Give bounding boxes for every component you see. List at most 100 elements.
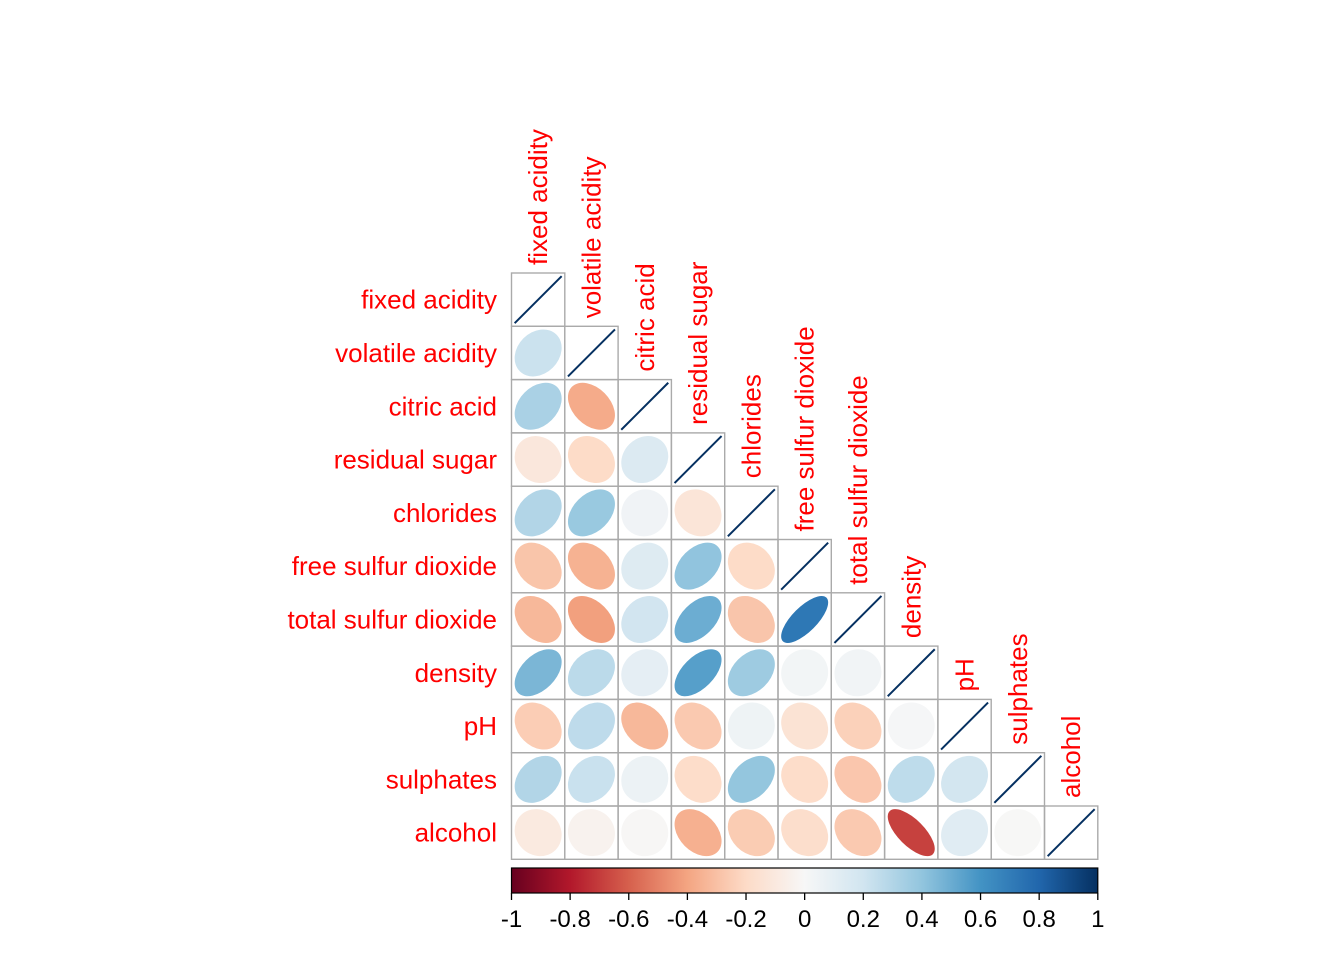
correlation-ellipse <box>567 542 615 590</box>
colorbar-tick-label: 0.2 <box>847 906 880 933</box>
correlation-ellipse <box>781 809 829 857</box>
column-label: density <box>896 556 926 638</box>
correlation-ellipse <box>781 755 829 803</box>
colorbar-tick-label: -1 <box>501 906 522 933</box>
correlation-ellipse <box>727 595 775 643</box>
correlation-ellipse <box>514 382 562 430</box>
column-label: total sulfur dioxide <box>843 375 873 585</box>
column-label: citric acid <box>630 263 660 371</box>
correlation-ellipse <box>621 649 669 697</box>
column-label: pH <box>950 658 980 691</box>
colorbar-tick-label: 0.8 <box>1022 906 1055 933</box>
diagonal-line <box>887 648 936 697</box>
correlation-ellipse <box>567 809 615 857</box>
correlation-ellipse <box>727 755 775 803</box>
correlation-ellipse <box>621 542 669 590</box>
correlation-ellipse <box>887 702 935 750</box>
correlation-ellipse <box>514 702 562 750</box>
correlation-ellipse <box>514 542 562 590</box>
matrix-cell <box>1043 805 1099 860</box>
correlation-ellipse <box>621 809 669 857</box>
correlation-ellipse <box>727 809 775 857</box>
column-label: alcohol <box>1056 716 1086 798</box>
correlation-ellipse <box>567 649 615 697</box>
correlation-ellipse <box>567 595 615 643</box>
colorbar-tick-label: -0.2 <box>725 906 766 933</box>
correlation-ellipse <box>514 436 562 484</box>
correlation-ellipse <box>621 755 669 803</box>
diagonal-line <box>620 382 669 431</box>
correlation-ellipse <box>674 649 722 697</box>
diagonal-line <box>833 595 883 644</box>
correlation-ellipse <box>941 755 989 803</box>
correlation-ellipse <box>514 649 562 697</box>
colorbar-tick-label: -0.8 <box>549 906 590 933</box>
row-label: pH <box>464 711 497 741</box>
row-label: density <box>415 658 497 688</box>
row-label: total sulfur dioxide <box>287 604 497 634</box>
correlation-ellipse <box>674 489 722 537</box>
correlation-ellipse <box>834 809 882 857</box>
colorbar-tick-label: 1 <box>1091 906 1104 933</box>
correlation-ellipse <box>621 489 669 537</box>
correlation-ellipse <box>674 542 722 590</box>
correlation-ellipse <box>834 702 882 750</box>
diagonal-line <box>993 755 1043 804</box>
correlation-ellipse <box>834 755 882 803</box>
row-label: free sulfur dioxide <box>292 551 497 581</box>
correlation-ellipse <box>674 595 722 643</box>
correlation-ellipse <box>727 702 775 750</box>
diagonal-line <box>567 328 616 378</box>
correlation-ellipse <box>621 595 669 643</box>
correlation-ellipse <box>781 595 829 643</box>
correlation-ellipse <box>567 382 615 430</box>
correlation-ellipse <box>727 542 775 590</box>
correlation-ellipse <box>567 489 615 537</box>
colorbar-tick-label: -0.6 <box>608 906 649 933</box>
colorbar-tick-label: 0.4 <box>905 906 938 933</box>
correlation-ellipse <box>994 809 1042 857</box>
correlation-ellipse <box>514 755 562 803</box>
correlation-ellipse <box>514 329 562 377</box>
diagonal-line <box>1046 808 1096 857</box>
row-label: residual sugar <box>334 445 498 475</box>
diagonal-line <box>727 488 776 538</box>
correlation-ellipse <box>781 649 829 697</box>
correlation-ellipse <box>514 809 562 857</box>
column-label: chlorides <box>736 374 766 478</box>
diagonal-line <box>513 275 563 324</box>
diagonal-line <box>940 701 989 751</box>
row-label: citric acid <box>389 391 497 421</box>
column-label: fixed acidity <box>523 129 553 265</box>
correlation-ellipse <box>514 489 562 537</box>
colorbar <box>510 867 1099 894</box>
row-label: alcohol <box>415 818 497 848</box>
column-label: volatile acidity <box>576 156 606 318</box>
colorbar-tick-label: 0.6 <box>964 906 997 933</box>
row-label: sulphates <box>386 764 497 794</box>
row-label: volatile acidity <box>335 338 497 368</box>
correlation-ellipse <box>674 809 722 857</box>
row-label: chlorides <box>393 498 497 528</box>
column-label: free sulfur dioxide <box>790 326 820 531</box>
colorbar-tick-label: -0.4 <box>667 906 708 933</box>
diagonal-line <box>673 435 723 484</box>
correlation-ellipse <box>781 702 829 750</box>
correlation-ellipse <box>514 595 562 643</box>
correlation-ellipse <box>567 755 615 803</box>
correlation-ellipse <box>941 809 989 857</box>
correlation-ellipse <box>727 649 775 697</box>
correlation-ellipse <box>621 702 669 750</box>
row-label: fixed acidity <box>361 285 497 315</box>
correlation-ellipse <box>567 436 615 484</box>
column-label: sulphates <box>1003 633 1033 744</box>
correlation-ellipse <box>674 755 722 803</box>
correlation-ellipse <box>567 702 615 750</box>
diagonal-line <box>780 541 829 591</box>
column-label: residual sugar <box>683 261 713 425</box>
correlation-ellipse <box>621 436 669 484</box>
correlation-ellipse <box>887 809 935 857</box>
correlation-ellipse <box>887 755 935 803</box>
